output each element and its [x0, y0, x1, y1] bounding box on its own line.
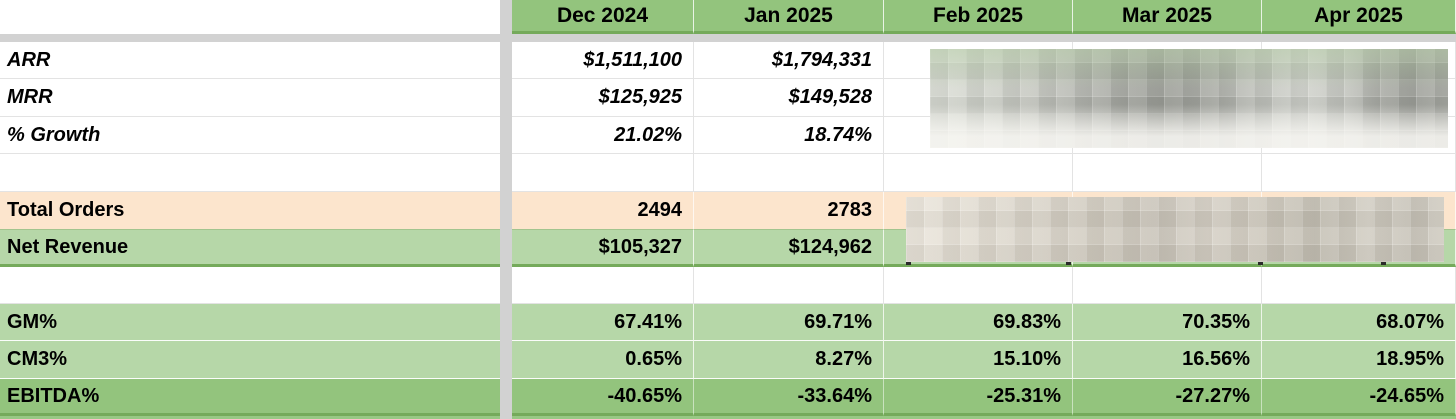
empty-row-cell[interactable]: [694, 267, 884, 304]
header-corner-cell[interactable]: [0, 0, 500, 34]
row-label-growth[interactable]: % Growth: [0, 117, 500, 154]
redaction-blur-middle: [906, 197, 1444, 265]
empty-row-cell[interactable]: [884, 154, 1073, 192]
cell-cm3-mar[interactable]: 16.56%: [1073, 341, 1262, 379]
row-label-total-orders[interactable]: Total Orders: [0, 192, 500, 229]
row-label-ebitda[interactable]: EBITDA%: [0, 379, 500, 416]
row-label-gm[interactable]: GM%: [0, 304, 500, 341]
empty-row-cell[interactable]: [1262, 154, 1456, 192]
cell-gm-dec[interactable]: 67.41%: [512, 304, 694, 341]
cell-gm-apr[interactable]: 68.07%: [1262, 304, 1456, 341]
empty-row-cell[interactable]: [1073, 154, 1262, 192]
cell-arr-dec[interactable]: $1,511,100: [512, 42, 694, 79]
cell-cm3-jan[interactable]: 8.27%: [694, 341, 884, 379]
cell-net-revenue-jan[interactable]: $124,962: [694, 229, 884, 267]
row-label-cm3[interactable]: CM3%: [0, 341, 500, 379]
empty-row-cell[interactable]: [512, 154, 694, 192]
cell-ebitda-mar[interactable]: -27.27%: [1073, 379, 1262, 416]
empty-row-cell[interactable]: [1073, 267, 1262, 304]
cell-mrr-dec[interactable]: $125,925: [512, 79, 694, 117]
column-header-apr-2025[interactable]: Apr 2025: [1262, 0, 1456, 34]
column-header-feb-2025[interactable]: Feb 2025: [884, 0, 1073, 34]
next-row-sliver: [0, 416, 1456, 419]
redaction-blur-top: [930, 49, 1448, 148]
cell-gm-mar[interactable]: 70.35%: [1073, 304, 1262, 341]
column-header-jan-2025[interactable]: Jan 2025: [694, 0, 884, 34]
row-label-mrr[interactable]: MRR: [0, 79, 500, 117]
cell-growth-jan[interactable]: 18.74%: [694, 117, 884, 154]
empty-row-cell[interactable]: [0, 154, 500, 192]
column-header-dec-2024[interactable]: Dec 2024: [512, 0, 694, 34]
cell-arr-jan[interactable]: $1,794,331: [694, 42, 884, 79]
cell-ebitda-dec[interactable]: -40.65%: [512, 379, 694, 416]
cell-cm3-apr[interactable]: 18.95%: [1262, 341, 1456, 379]
row-label-arr[interactable]: ARR: [0, 42, 500, 79]
empty-row-cell[interactable]: [1262, 267, 1456, 304]
cell-ebitda-jan[interactable]: -33.64%: [694, 379, 884, 416]
row-label-net-revenue[interactable]: Net Revenue: [0, 229, 500, 267]
frozen-row-divider: [0, 34, 1456, 42]
cell-gm-feb[interactable]: 69.83%: [884, 304, 1073, 341]
cell-mrr-jan[interactable]: $149,528: [694, 79, 884, 117]
empty-row-cell[interactable]: [884, 267, 1073, 304]
empty-row-cell[interactable]: [694, 154, 884, 192]
frozen-col-divider[interactable]: [500, 0, 512, 419]
cell-cm3-dec[interactable]: 0.65%: [512, 341, 694, 379]
empty-row-cell[interactable]: [512, 267, 694, 304]
cell-growth-dec[interactable]: 21.02%: [512, 117, 694, 154]
cell-ebitda-apr[interactable]: -24.65%: [1262, 379, 1456, 416]
column-header-mar-2025[interactable]: Mar 2025: [1073, 0, 1262, 34]
cell-cm3-feb[interactable]: 15.10%: [884, 341, 1073, 379]
cell-net-revenue-dec[interactable]: $105,327: [512, 229, 694, 267]
cell-total-orders-dec[interactable]: 2494: [512, 192, 694, 229]
cell-total-orders-jan[interactable]: 2783: [694, 192, 884, 229]
cell-gm-jan[interactable]: 69.71%: [694, 304, 884, 341]
cell-ebitda-feb[interactable]: -25.31%: [884, 379, 1073, 416]
empty-row-cell[interactable]: [0, 267, 500, 304]
